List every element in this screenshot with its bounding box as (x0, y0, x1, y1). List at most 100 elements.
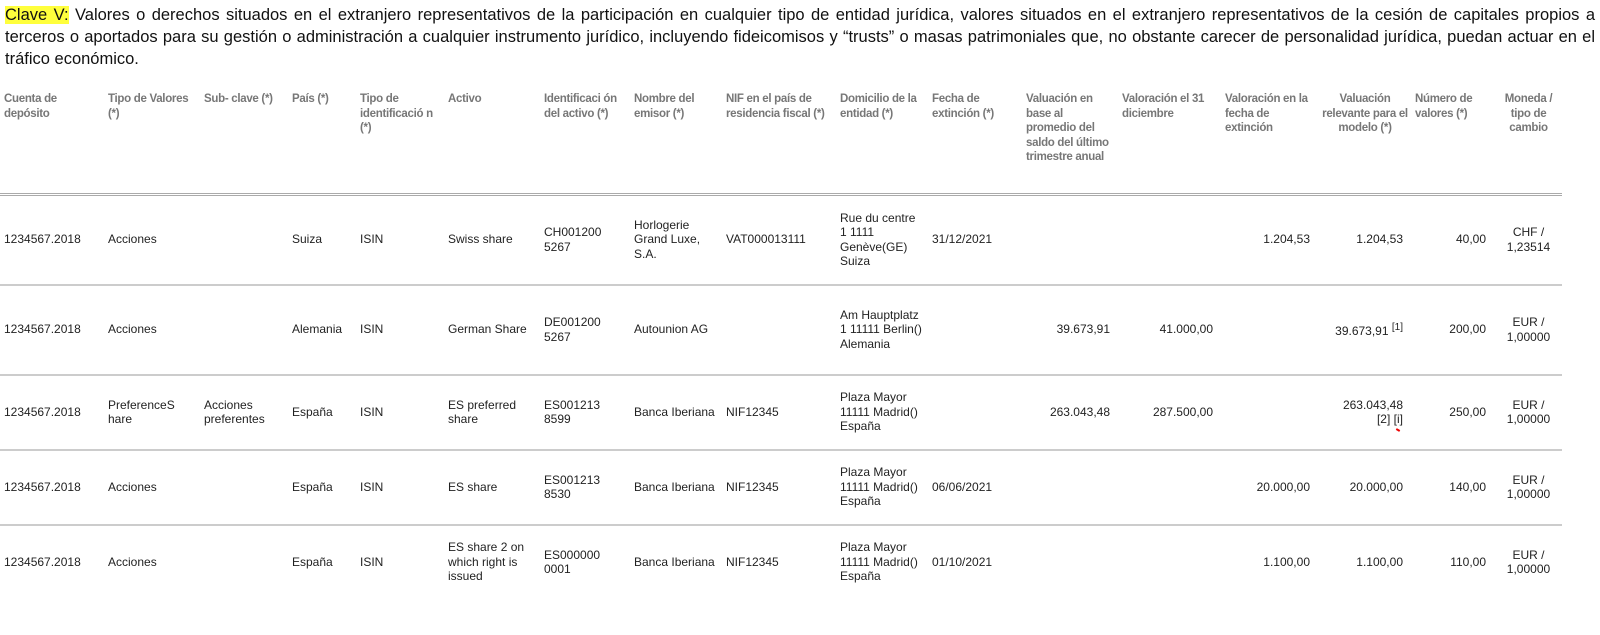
cell-activo: Swiss share (444, 194, 540, 286)
cell-val-31dic: 287.500,00 (1118, 374, 1221, 451)
cell-id-activo: ES000000 0001 (544, 547, 601, 577)
cell-domicilio: Plaza Mayor 11111 Madrid() España (840, 540, 918, 584)
cell-val-relevante: 39.673,91 [1] (1318, 284, 1411, 376)
cell-tipo: PreferenceS hare (104, 374, 200, 451)
column-header: Domicilio de la entidad (*) (836, 90, 928, 196)
column-header: Activo (444, 90, 540, 196)
cell-subclave (200, 525, 288, 599)
cell-tipo-id: ISIN (356, 194, 444, 286)
column-header: Tipo de identificació n (*) (356, 90, 444, 196)
column-header: Número de valores (*) (1411, 90, 1494, 196)
cell-cuenta: 1234567.2018 (0, 194, 104, 286)
table-row: 1234567.2018 Acciones Suiza ISIN Swiss share… (0, 194, 1562, 286)
intro-paragraph: Clave V: Valores o derechos situados en … (5, 4, 1595, 70)
column-header: Valoración el 31 diciembre (1118, 90, 1221, 196)
cell-emisor: Autounion AG (630, 284, 722, 376)
cell-domicilio: Plaza Mayor 11111 Madrid() España (836, 374, 928, 451)
cell-tipo-id: ISIN (356, 374, 444, 451)
value: 263.043,48 (1342, 397, 1403, 412)
column-header: Nombre del emisor (*) (630, 90, 722, 196)
cell-val-extincion (1221, 284, 1318, 376)
cell-numero: 200,00 (1411, 284, 1494, 376)
cell-fecha (928, 284, 1022, 376)
cell-tipo-id: ISIN (356, 284, 444, 376)
cell-cuenta: 1234567.2018 (0, 284, 104, 376)
table-row: 1234567.2018 PreferenceS hare Acciones pre… (0, 374, 1562, 451)
cell-tipo: Acciones (104, 194, 200, 286)
column-header: Valuación en base al promedio del saldo … (1022, 90, 1118, 196)
column-header: Cuenta de depósito (0, 90, 104, 196)
intro-text: Valores o derechos situados en el extran… (5, 6, 1595, 68)
cell-nif: NIF12345 (722, 449, 836, 526)
column-header: País (*) (288, 90, 356, 196)
value: 39.673,91 (1335, 323, 1389, 338)
cell-numero: 140,00 (1411, 449, 1494, 526)
cell-emisor: Banca Iberiana (630, 374, 722, 451)
cell-moneda: EUR / 1,00000 (1494, 374, 1562, 451)
cell-val-31dic (1118, 525, 1221, 599)
cell-cuenta: 1234567.2018 (4, 554, 81, 569)
cell-id-activo: DE001200 5267 (540, 284, 630, 376)
cell-cuenta: 1234567.2018 (0, 374, 104, 451)
cell-emisor: Banca Iberiana (630, 449, 722, 526)
cell-tipo: Acciones (108, 554, 157, 569)
cell-pais: España (288, 374, 356, 451)
cell-val-promedio (1022, 449, 1118, 526)
cell-activo: ES preferred share (444, 374, 540, 451)
assets-table: Cuenta de depósito Tipo de Valores (*) Sub… (0, 90, 1562, 599)
cell-emisor: Horlogerie Grand Luxe, S.A. (630, 194, 722, 286)
cell-numero: 110,00 (1450, 554, 1486, 569)
cell-activo: ES share (444, 449, 540, 526)
cell-subclave (200, 194, 288, 286)
cell-val-extincion (1221, 374, 1318, 451)
cell-moneda: CHF / 1,23514 (1494, 194, 1562, 286)
cell-activo: German Share (444, 284, 540, 376)
cell-val-relevante: 1.204,53 (1318, 194, 1411, 286)
footnote-link[interactable]: [2] (1376, 412, 1391, 426)
table-row: 1234567.2018 Acciones España ISIN ES share ES… (0, 449, 1562, 526)
cell-fecha (928, 374, 1022, 451)
cell-fecha: 01/10/2021 (932, 554, 993, 569)
cell-val-extincion: 20.000,00 (1221, 449, 1318, 526)
header-row: Cuenta de depósito Tipo de Valores (*) Sub… (0, 90, 1562, 196)
column-header: Moneda / tipo de cambio (1494, 90, 1562, 196)
cell-emisor: Banca Iberiana (634, 554, 715, 569)
cell-domicilio: Am Hauptplatz 1 11111 Berlin() Alemania (836, 284, 928, 376)
cell-nif: NIF12345 (726, 554, 779, 569)
cell-val-relevante: 20.000,00 (1318, 449, 1411, 526)
cell-subclave (200, 284, 288, 376)
cell-subclave: Acciones preferentes (200, 374, 288, 451)
cell-id-activo: CH001200 5267 (540, 194, 630, 286)
comment-marker[interactable]: [i] (1393, 412, 1403, 426)
cell-moneda: EUR / 1,00000 (1506, 547, 1551, 577)
cell-moneda: EUR / 1,00000 (1494, 284, 1562, 376)
cell-val-31dic (1118, 449, 1221, 526)
column-header: NIF en el país de residencia fiscal (*) (722, 90, 836, 196)
cell-id-activo: ES001213 8599 (540, 374, 630, 451)
table-row: 1234567.2018 Acciones Alemania ISIN German S… (0, 284, 1562, 376)
cell-domicilio: Rue du centre 1 1111 Genève(GE) Suiza (836, 194, 928, 286)
column-header: Sub- clave (*) (200, 90, 288, 196)
cell-pais: España (292, 554, 333, 569)
footnote-link[interactable]: [1] (1391, 321, 1403, 333)
column-header: Identificaci ón del activo (*) (540, 90, 630, 196)
cell-pais: Alemania (288, 284, 356, 376)
cell-domicilio: Plaza Mayor 11111 Madrid() España (836, 449, 928, 526)
cell-id-activo: ES001213 8530 (540, 449, 630, 526)
cell-pais: Suiza (288, 194, 356, 286)
cell-nif: NIF12345 (722, 374, 836, 451)
cell-numero: 250,00 (1411, 374, 1494, 451)
cell-val-relevante: 1.100,00 (1356, 554, 1403, 569)
cell-val-relevante: 263.043,48 [2] [i] (1318, 374, 1411, 451)
cell-val-extincion: 1.100,00 (1263, 554, 1310, 569)
cell-moneda: EUR / 1,00000 (1494, 449, 1562, 526)
cell-fecha: 06/06/2021 (928, 449, 1022, 526)
cell-subclave (200, 449, 288, 526)
cell-val-promedio (1022, 194, 1118, 286)
cell-pais: España (288, 449, 356, 526)
cell-tipo: Acciones (104, 449, 200, 526)
cell-val-promedio (1022, 525, 1118, 599)
cell-val-extincion: 1.204,53 (1221, 194, 1318, 286)
cell-tipo-id: ISIN (356, 449, 444, 526)
cell-tipo-id: ISIN (360, 554, 384, 569)
